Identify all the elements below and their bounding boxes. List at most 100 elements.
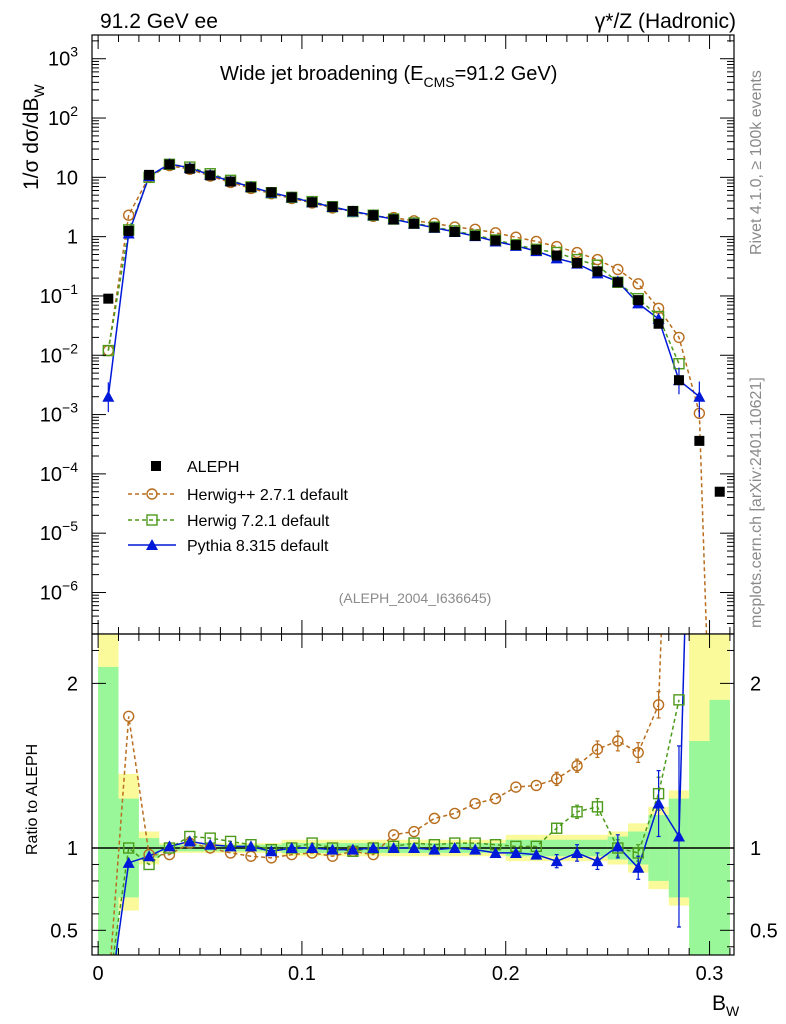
ratio-series-line-0 [110,634,662,955]
legend-marker-series-2 [146,539,158,550]
y-tick-label: 102 [48,103,78,130]
main-panel-markers [102,157,725,497]
ratio-point-series-2 [428,843,441,855]
main-point-reference [470,230,481,241]
ratio-point-series-0 [652,699,665,711]
x-tick-label: 0.3 [696,963,724,985]
main-point-reference [184,163,195,174]
plot-title-sub: CMS [423,74,454,90]
ratio-panel-markers [122,694,685,873]
main-point-series-0 [632,278,644,290]
y-tick-label: 10−4 [40,459,78,486]
legend-label-series-1: Herwig 7.2.1 default [187,513,330,530]
ratio-point-series-0 [632,746,644,759]
main-point-reference [266,187,277,198]
main-series-line-1 [107,163,680,364]
ratio-point-series-2 [326,843,339,855]
legend-marker-series-0 [146,488,158,500]
y-tick-label-base: 10 [40,523,62,545]
main-point-series-0 [122,209,135,221]
y-tick-label-base: 10 [48,49,70,71]
ratio-point-series-0 [612,735,624,747]
main-point-reference [612,277,623,288]
ratio-point-series-2 [672,830,685,842]
y-tick-label: 10−3 [40,400,78,427]
ratio-point-series-0 [428,812,441,825]
ratio-panel-frame [91,633,735,956]
ratio-tick-label-right: 1 [750,838,761,860]
ratio-tick-label-left: 1 [67,838,78,860]
mcplots-label: mcplots.cern.ch [arXiv:2401.10621] [748,377,765,628]
y-axis-label-sub: W [31,84,47,98]
main-point-reference [307,197,318,208]
main-point-reference [510,240,521,251]
ratio-point-series-2 [489,846,502,858]
legend-label-series-2: Pythia 8.315 default [187,538,329,555]
y-tick-label-exponent: −2 [62,340,78,356]
main-point-reference [694,435,705,446]
ratio-panel-lines [110,634,686,955]
ratio-point-series-2 [163,840,176,852]
legend-marker-reference [151,461,161,471]
ratio-point-series-0 [591,743,604,755]
y-tick-label-base: 1 [67,227,78,249]
legend-label-reference: ALEPH [187,459,239,476]
y-tick-label-exponent: 3 [70,44,78,60]
ratio-point-series-0 [408,825,420,838]
x-tick-label: 0 [93,963,104,985]
y-tick-label-exponent: 2 [70,103,78,119]
ratio-point-series-1 [122,842,135,854]
ratio-panel-axes: 2 2 1 1 0.5 0.5 0 0.1 0.2 0.3 [50,633,778,985]
main-point-reference [286,192,297,203]
ratio-point-series-2 [530,848,543,860]
main-point-reference [327,201,338,212]
main-point-reference [225,176,236,187]
main-point-reference [144,169,155,180]
legend-marker-series-1 [146,514,158,526]
ratio-point-series-1 [673,694,685,706]
ratio-point-series-2 [632,861,645,873]
y-tick-label-base: 10 [40,464,62,486]
x-axis-label: BW [712,992,740,1019]
ratio-point-series-2 [550,855,563,867]
main-point-reference [245,182,256,193]
main-point-series-1 [102,344,115,357]
main-point-reference [429,222,440,233]
ratio-point-series-2 [224,840,237,852]
main-point-series-0 [550,240,563,253]
x-axis-label-sub: W [726,1003,740,1019]
y-tick-label-exponent: −1 [62,281,78,297]
main-point-reference [205,170,216,181]
main-panel-lines [107,163,708,634]
main-point-reference [368,210,379,221]
ratio-point-series-0 [469,797,481,810]
header-right: γ*/Z (Hadronic) [595,10,736,33]
y-tick-label: 10 [56,167,78,189]
main-point-reference [673,375,684,386]
y-tick-label-base: 10 [40,286,62,308]
ratio-point-series-0 [449,807,461,820]
ratio-point-series-2 [204,838,217,850]
ratio-panel-bands [92,634,734,955]
x-tick-label: 0.1 [288,963,316,985]
y-tick-label-base: 10 [40,405,62,427]
ratio-point-series-1 [591,801,604,813]
ratio-point-series-2 [285,842,298,853]
y-tick-label-exponent: −4 [62,459,78,475]
plot-title-tail: =91.2 GeV) [455,63,558,85]
y-tick-label: 103 [48,44,78,71]
ratio-point-series-2 [611,840,624,852]
main-point-reference [551,250,562,261]
ratio-point-series-0 [510,781,522,793]
ratio-point-series-0 [387,829,400,841]
main-series-line-2 [107,163,700,398]
main-point-series-1 [673,358,685,370]
ratio-point-series-0 [122,710,135,723]
ratio-point-series-2 [591,855,604,867]
y-tick-label-exponent: −5 [62,518,78,534]
main-point-reference [123,225,134,236]
main-point-reference [633,295,644,306]
y-tick-label-base: 10 [40,345,62,367]
main-series-line-0 [107,164,701,414]
